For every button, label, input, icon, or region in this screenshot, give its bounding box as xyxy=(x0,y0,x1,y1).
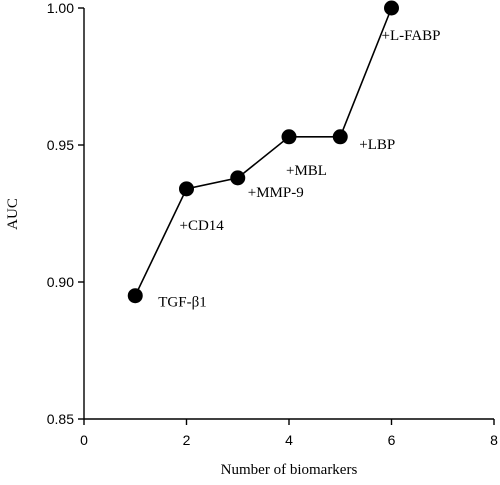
data-point-label: +CD14 xyxy=(180,218,225,234)
axes xyxy=(83,8,494,420)
data-point xyxy=(281,129,297,145)
y-tick-label: 0.95 xyxy=(47,137,74,153)
x-axis-title: Number of biomarkers xyxy=(221,462,358,478)
data-point xyxy=(127,288,143,304)
data-point-label: +MMP-9 xyxy=(248,185,304,201)
data-point-label: +L-FABP xyxy=(382,28,441,44)
y-tick-label: 1.00 xyxy=(47,0,74,16)
data-point xyxy=(179,181,194,197)
y-tick-label: 0.85 xyxy=(47,411,74,427)
ticks: 0 2 4 6 8 0.85 0.90 0.95 1.00 xyxy=(47,0,498,448)
series-line xyxy=(134,7,393,297)
data-point xyxy=(230,170,246,186)
series: TGF-β1 +CD14 +MMP-9 +MBL +LBP +L-FABP xyxy=(127,0,441,311)
data-point-label: +LBP xyxy=(359,137,395,153)
y-tick-label: 0.90 xyxy=(47,274,74,290)
x-tick-label: 2 xyxy=(183,432,191,448)
y-axis-title: AUC xyxy=(5,198,21,230)
data-point-label: TGF-β1 xyxy=(158,295,206,311)
x-tick-label: 8 xyxy=(490,432,498,448)
data-point xyxy=(332,129,348,145)
x-tick-label: 0 xyxy=(80,432,88,448)
data-point-label: +MBL xyxy=(286,163,327,179)
data-point xyxy=(384,0,399,16)
x-tick-label: 4 xyxy=(285,432,293,448)
x-tick-label: 6 xyxy=(388,432,396,448)
